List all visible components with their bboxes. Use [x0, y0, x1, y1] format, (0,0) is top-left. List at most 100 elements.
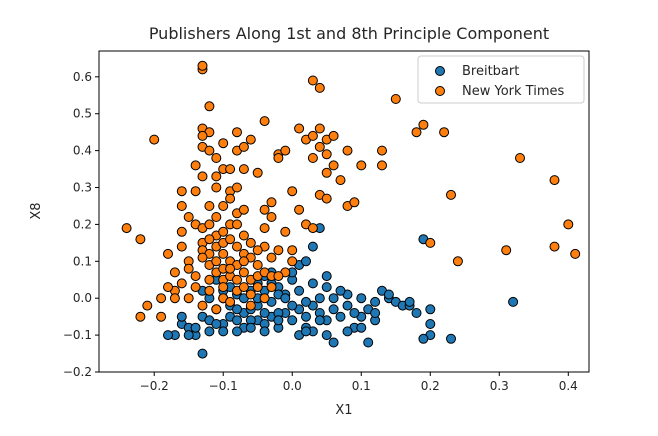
nyt-point-14 — [183, 212, 194, 222]
nyt-point-32 — [204, 201, 215, 211]
nyt-point-156 — [204, 234, 215, 245]
nyt-point-114 — [377, 160, 387, 171]
legend-label-breitbart: Breitbart — [462, 64, 519, 79]
nyt-point-74 — [259, 223, 270, 234]
nyt-point-5 — [156, 293, 167, 304]
nyt-point-140 — [163, 282, 173, 293]
nyt-point-115 — [390, 94, 401, 104]
nyt-point-138 — [176, 278, 187, 289]
breitbart-point-75 — [370, 296, 381, 307]
x-tick-label-6: 0.4 — [559, 379, 578, 393]
nyt-point-100 — [314, 141, 325, 152]
breitbart-point-89 — [425, 319, 436, 329]
breitbart-point-53 — [321, 330, 332, 341]
nyt-point-36 — [211, 153, 222, 163]
nyt-point-121 — [452, 256, 463, 267]
nyt-point-73 — [259, 204, 270, 215]
nyt-point-95 — [307, 130, 318, 141]
nyt-point-112 — [356, 160, 367, 171]
nyt-point-59 — [232, 219, 242, 230]
nyt-point-157 — [197, 252, 208, 263]
nyt-point-147 — [197, 130, 208, 141]
nyt-point-60 — [232, 241, 242, 252]
breitbart-point-82 — [301, 256, 311, 267]
breitbart-point-108 — [307, 278, 318, 289]
nyt-point-103 — [321, 149, 332, 160]
nyt-point-63 — [238, 204, 249, 215]
breitbart-point-62 — [190, 322, 201, 333]
nyt-point-84 — [273, 245, 284, 256]
nyt-point-146 — [190, 160, 201, 171]
nyt-point-64 — [238, 230, 249, 241]
nyt-point-132 — [211, 304, 222, 315]
nyt-point-96 — [307, 153, 318, 163]
nyt-point-31 — [204, 145, 215, 156]
nyt-point-126 — [563, 219, 574, 230]
y-axis-label: X8 — [29, 202, 44, 219]
breitbart-point-76 — [383, 289, 394, 300]
nyt-point-38 — [211, 212, 222, 222]
breitbart-point-85 — [321, 282, 332, 293]
y-axis: −0.2 −0.1 0.0 0.1 0.2 0.3 0.4 0.5 0.6 — [63, 70, 99, 379]
nyt-point-137 — [183, 293, 194, 304]
nyt-point-155 — [252, 245, 263, 256]
breitbart-point-77 — [301, 326, 311, 337]
nyt-point-20 — [190, 282, 201, 293]
nyt-point-71 — [252, 260, 263, 270]
nyt-point-117 — [418, 119, 429, 130]
nyt-point-83 — [273, 153, 284, 163]
nyt-point-116 — [411, 127, 422, 138]
nyt-point-161 — [238, 256, 249, 267]
breitbart-point-72 — [328, 293, 339, 304]
nyt-point-153 — [238, 164, 249, 175]
y-tick-label-1: −0.1 — [63, 328, 92, 342]
nyt-point-128 — [204, 285, 215, 296]
legend-marker-nyt — [435, 86, 445, 96]
nyt-point-148 — [204, 219, 215, 230]
breitbart-point-24 — [328, 304, 339, 315]
breitbart-point-61 — [176, 311, 187, 322]
breitbart-point-65 — [232, 326, 242, 337]
nyt-point-85 — [280, 145, 291, 156]
nyt-point-158 — [218, 282, 229, 293]
breitbart-point-55 — [342, 326, 353, 337]
x-axis-label: X1 — [335, 403, 352, 418]
nyt-point-11 — [176, 201, 187, 211]
nyt-point-123 — [515, 153, 525, 163]
breitbart-point-57 — [356, 322, 367, 333]
nyt-point-143 — [266, 282, 277, 293]
nyt-point-77 — [259, 116, 270, 127]
nyt-point-79 — [266, 212, 277, 222]
breitbart-point-112 — [259, 326, 270, 337]
y-tick-label-3: 0.1 — [73, 254, 92, 268]
nyt-point-118 — [425, 237, 436, 248]
x-tick-label-0: −0.2 — [140, 379, 169, 393]
nyt-point-91 — [294, 204, 305, 215]
nyt-point-1 — [135, 234, 146, 245]
nyt-point-98 — [314, 82, 325, 93]
nyt-point-122 — [501, 245, 512, 256]
nyt-point-144 — [273, 271, 284, 282]
y-tick-label-2: 0.0 — [73, 291, 92, 305]
nyt-point-142 — [259, 293, 270, 304]
nyt-point-119 — [439, 127, 450, 138]
legend: Breitbart New York Times — [417, 55, 585, 104]
nyt-point-25 — [197, 171, 208, 182]
breitbart-point-93 — [404, 296, 415, 307]
nyt-point-151 — [225, 193, 236, 204]
x-tick-label-3: 0.1 — [352, 379, 371, 393]
nyt-point-125 — [549, 241, 560, 252]
nyt-point-89 — [287, 245, 298, 256]
breitbart-point-10 — [232, 315, 242, 326]
y-tick-label-7: 0.5 — [73, 107, 92, 121]
nyt-point-111 — [349, 197, 360, 208]
nyt-point-104 — [321, 167, 332, 178]
nyt-point-29 — [204, 101, 215, 112]
breitbart-point-20 — [301, 311, 311, 322]
nyt-point-2 — [142, 300, 153, 311]
x-tick-label-1: −0.1 — [209, 379, 238, 393]
nyt-point-35 — [204, 274, 215, 285]
nyt-point-107 — [328, 130, 339, 141]
nyt-point-109 — [342, 145, 353, 156]
